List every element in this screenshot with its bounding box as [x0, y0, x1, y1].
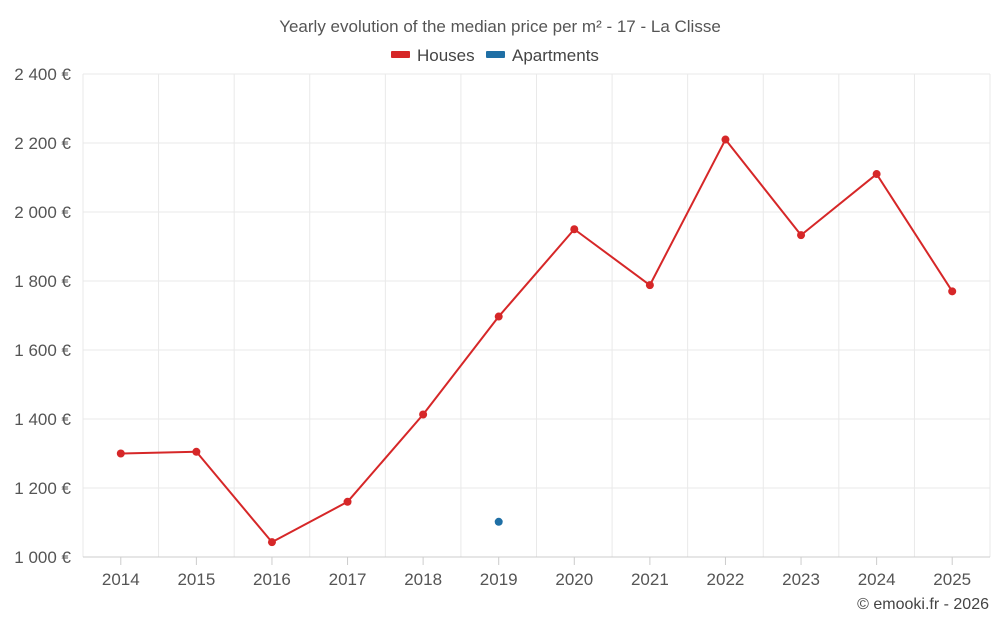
- series-apartments: [494, 517, 503, 526]
- legend-label-apartments: Apartments: [512, 46, 599, 65]
- y-tick-label: 1 800 €: [14, 272, 71, 291]
- series-line-houses: [120, 138, 954, 544]
- x-tick-label: 2021: [631, 570, 669, 589]
- data-point-houses[interactable]: [797, 231, 806, 240]
- x-tick-label: 2020: [555, 570, 593, 589]
- data-point-houses[interactable]: [494, 312, 503, 321]
- data-point-houses[interactable]: [872, 170, 881, 179]
- y-tick-label: 1 600 €: [14, 341, 71, 360]
- y-tick-label: 2 200 €: [14, 134, 71, 153]
- x-tick-label: 2022: [707, 570, 745, 589]
- y-tick-label: 1 200 €: [14, 479, 71, 498]
- legend-label-houses: Houses: [417, 46, 475, 65]
- legend-swatch-houses: [391, 51, 410, 58]
- legend-item-houses[interactable]: Houses: [391, 46, 475, 65]
- x-tick-label: 2015: [177, 570, 215, 589]
- series-houses: [116, 135, 957, 547]
- legend-swatch-apartments: [486, 51, 505, 58]
- x-tick-label: 2018: [404, 570, 442, 589]
- x-tick-label: 2014: [102, 570, 140, 589]
- data-point-houses[interactable]: [721, 135, 730, 144]
- x-tick-label: 2016: [253, 570, 291, 589]
- data-point-houses[interactable]: [267, 538, 276, 547]
- data-point-houses[interactable]: [116, 449, 125, 458]
- y-tick-label: 1 400 €: [14, 410, 71, 429]
- y-tick-label: 2 400 €: [14, 65, 71, 84]
- x-tick-label: 2017: [329, 570, 367, 589]
- grid: [82, 73, 991, 558]
- data-point-houses[interactable]: [948, 287, 957, 296]
- x-tick-label: 2025: [933, 570, 971, 589]
- y-axis-ticks: 1 000 € 1 200 € 1 400 € 1 600 € 1 800 € 2 000…: [14, 65, 71, 567]
- x-tick-label: 2024: [858, 570, 896, 589]
- data-point-houses[interactable]: [343, 497, 352, 506]
- x-tick-label: 2023: [782, 570, 820, 589]
- x-tick-label: 2019: [480, 570, 518, 589]
- data-point-houses[interactable]: [419, 410, 428, 419]
- credit-text: © emooki.fr - 2026: [857, 596, 989, 613]
- legend-item-apartments[interactable]: Apartments: [486, 46, 599, 65]
- y-tick-label: 2 000 €: [14, 203, 71, 222]
- y-tick-label: 1 000 €: [14, 548, 71, 567]
- data-point-houses[interactable]: [192, 447, 201, 456]
- chart-title: Yearly evolution of the median price per…: [279, 17, 721, 36]
- legend: Houses Apartments: [391, 46, 599, 65]
- x-axis-ticks: 2014 2015 2016 2017 2018 2019 2020 2021 2022 2023…: [102, 557, 971, 589]
- data-point-apartments[interactable]: [494, 517, 503, 526]
- series: [116, 135, 957, 547]
- data-point-houses[interactable]: [645, 281, 654, 290]
- data-point-houses[interactable]: [570, 225, 579, 234]
